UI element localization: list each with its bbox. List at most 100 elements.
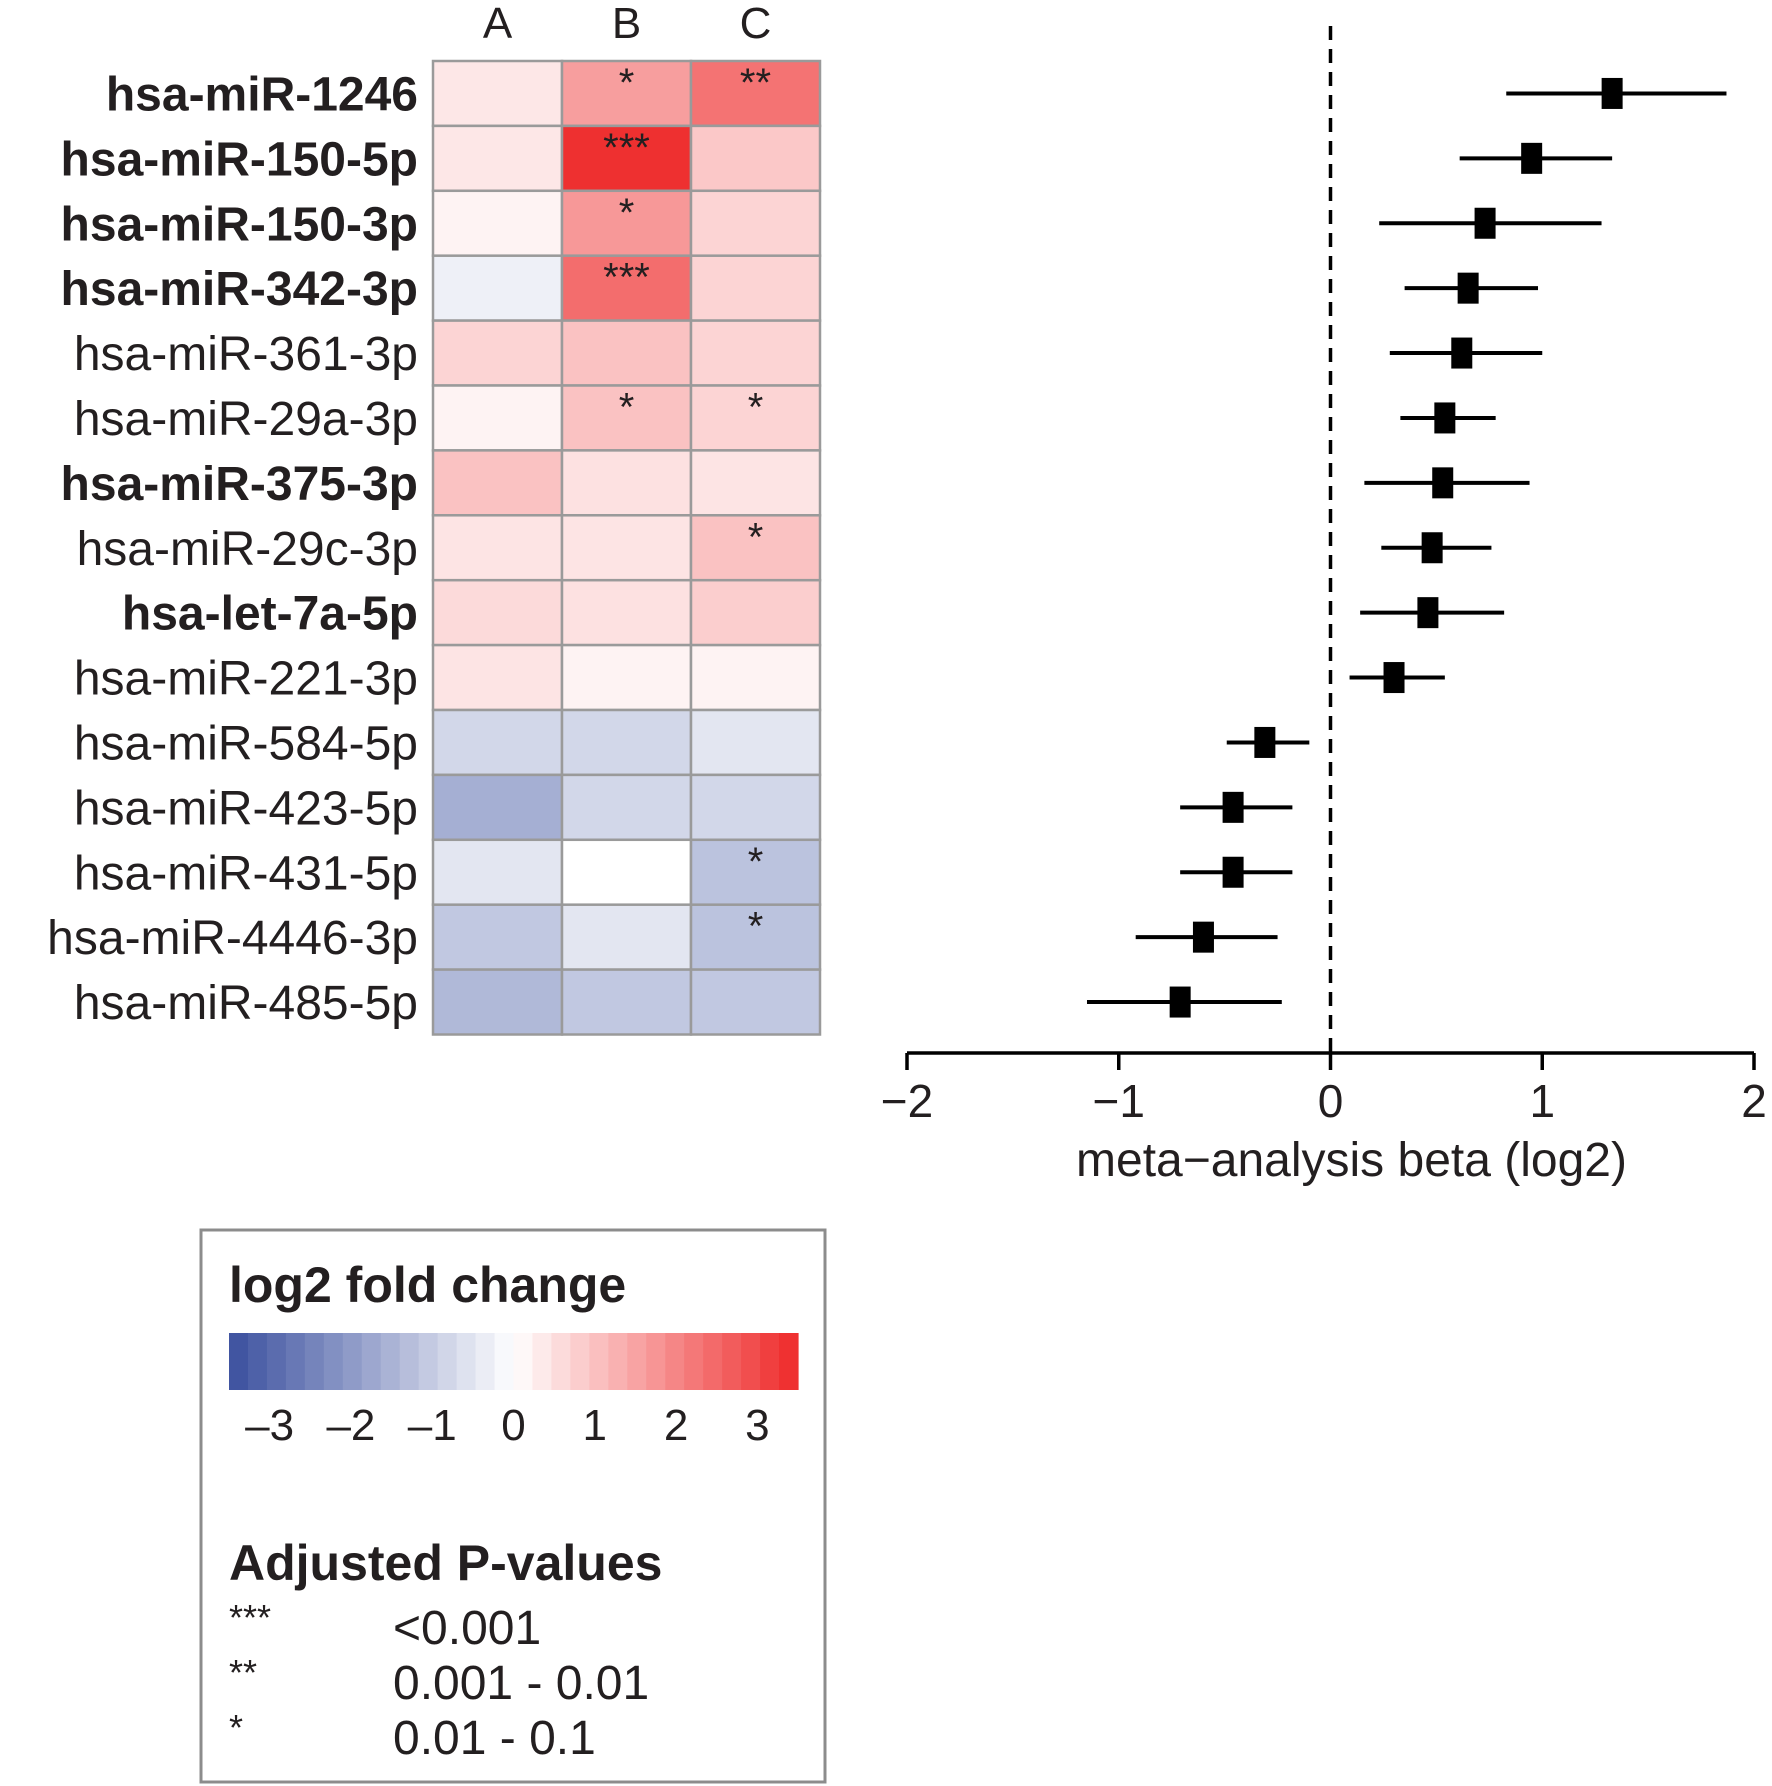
significance-stars: *** — [603, 256, 650, 300]
heatmap-cell — [431, 708, 564, 777]
row-label: hsa-miR-150-5p — [61, 133, 418, 186]
row-label: hsa-miR-342-3p — [61, 263, 418, 316]
heatmap-cell — [689, 514, 822, 582]
heatmap-cell — [689, 319, 822, 387]
colorbar-segment — [399, 1333, 420, 1390]
colorbar-segment — [684, 1333, 704, 1390]
colorbar-segment — [570, 1333, 590, 1390]
colorbar-segment — [646, 1333, 666, 1390]
heatmap-cell — [560, 773, 693, 842]
pvalue-stars: ** — [229, 1652, 257, 1693]
heatmap-cell — [560, 319, 693, 387]
colorbar-segment — [627, 1333, 647, 1390]
point-estimate — [1222, 856, 1244, 888]
column-header-b: B — [612, 0, 641, 48]
significance-stars: * — [619, 61, 635, 105]
heatmap-cell — [689, 449, 822, 517]
significance-stars: * — [748, 905, 764, 949]
x-tick-label: −2 — [881, 1075, 933, 1127]
colorbar-segment — [323, 1333, 344, 1390]
pvalue-legend-title: Adjusted P-values — [229, 1535, 662, 1591]
pvalue-entries: *** <0.001 ** 0.001 - 0.01 * 0.01 - 0.1 — [229, 1597, 649, 1765]
colorbar-tick-label: –3 — [245, 1401, 294, 1450]
pvalue-stars: * — [229, 1707, 243, 1748]
colorbar-tick-label: –2 — [326, 1401, 375, 1450]
colorbar-tick-label: –1 — [408, 1401, 457, 1450]
column-header-c: C — [740, 0, 772, 48]
colorbar-tick-label: 1 — [583, 1401, 607, 1450]
x-tick-label: 2 — [1741, 1075, 1767, 1127]
heatmap-cell — [560, 384, 693, 452]
row-label: hsa-miR-1246 — [106, 68, 418, 121]
significance-stars: * — [619, 191, 635, 235]
colorbar-tick-label: 2 — [664, 1401, 688, 1450]
colorbar-segment — [361, 1333, 382, 1390]
heatmap-cell — [431, 903, 564, 971]
heatmap-cell — [689, 578, 822, 647]
row-label: hsa-let-7a-5p — [122, 588, 418, 641]
colorbar-segment — [304, 1333, 325, 1390]
pvalue-stars: *** — [229, 1597, 271, 1638]
colorbar-segment — [342, 1333, 363, 1390]
heatmap-cell — [560, 838, 693, 906]
colorbar-tick-label: 3 — [745, 1401, 769, 1450]
colorbar-segment — [779, 1333, 799, 1390]
point-estimate — [1432, 467, 1454, 499]
significance-stars: * — [748, 386, 764, 430]
color-legend-title: log2 fold change — [229, 1257, 626, 1313]
heatmap-cell — [431, 254, 564, 322]
column-header-a: A — [483, 0, 513, 48]
colorbar-segment — [741, 1333, 761, 1390]
heatmap-cell — [560, 578, 693, 647]
point-estimate — [1457, 272, 1479, 304]
point-estimate — [1169, 986, 1191, 1018]
colorbar-segment — [665, 1333, 685, 1390]
heatmap-cell — [560, 968, 693, 1036]
point-estimate — [1451, 337, 1473, 369]
heatmap-cell — [689, 643, 822, 712]
heatmap-cell — [431, 643, 564, 712]
colorbar-segment — [589, 1333, 609, 1390]
heatmap-cell — [689, 124, 822, 193]
x-tick-label: 1 — [1529, 1075, 1555, 1127]
row-label: hsa-miR-361-3p — [74, 328, 418, 381]
point-estimate — [1434, 402, 1456, 434]
colorbar-segment — [494, 1333, 515, 1390]
heatmap-cell — [689, 773, 822, 842]
heatmap-cell — [689, 189, 822, 257]
colorbar-segment — [418, 1333, 439, 1390]
heatmap-cell — [431, 514, 564, 582]
point-estimate — [1383, 662, 1405, 694]
row-label: hsa-miR-29a-3p — [74, 393, 418, 446]
row-label: hsa-miR-221-3p — [74, 653, 418, 706]
heatmap-cell — [431, 773, 564, 842]
row-label: hsa-miR-4446-3p — [47, 912, 418, 965]
x-axis-title: meta−analysis beta (log2) — [1076, 1134, 1627, 1187]
point-estimate — [1417, 597, 1439, 629]
heatmap-cell — [689, 254, 822, 322]
significance-stars: ** — [740, 61, 771, 105]
heatmap-cell — [560, 59, 693, 128]
colorbar-segment — [380, 1333, 401, 1390]
x-tick-label: −1 — [1093, 1075, 1145, 1127]
heatmap-cell — [431, 578, 564, 647]
point-estimate — [1222, 791, 1244, 823]
pvalue-range: 0.001 - 0.01 — [393, 1657, 649, 1710]
point-estimate — [1474, 207, 1496, 239]
point-estimate — [1254, 726, 1276, 758]
colorbar-segment — [722, 1333, 742, 1390]
colorbar-segment — [513, 1333, 534, 1390]
point-estimate — [1192, 921, 1214, 953]
colorbar-segment — [608, 1333, 628, 1390]
heatmap-cell — [689, 59, 822, 128]
significance-stars: *** — [603, 126, 650, 170]
heatmap-cell — [431, 384, 564, 452]
significance-stars: * — [619, 386, 635, 430]
row-label: hsa-miR-584-5p — [74, 717, 418, 770]
legend-box: log2 fold change –3 –2 –1 0 1 2 3 Adjusted P-v… — [199, 1228, 827, 1784]
heatmap-cell — [560, 903, 693, 971]
heatmap-cell — [689, 903, 822, 971]
colorbar-segment — [703, 1333, 723, 1390]
heatmap-cell — [431, 124, 564, 193]
point-estimate — [1601, 77, 1623, 109]
